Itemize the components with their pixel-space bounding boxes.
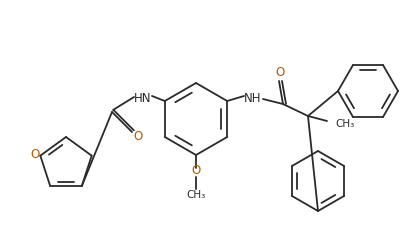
Text: O: O — [134, 130, 143, 143]
Text: NH: NH — [244, 92, 262, 105]
Text: HN: HN — [134, 92, 152, 105]
Text: O: O — [31, 148, 40, 161]
Text: CH₃: CH₃ — [335, 119, 354, 129]
Text: CH₃: CH₃ — [186, 190, 206, 200]
Text: O: O — [275, 65, 285, 78]
Text: O: O — [191, 165, 201, 178]
